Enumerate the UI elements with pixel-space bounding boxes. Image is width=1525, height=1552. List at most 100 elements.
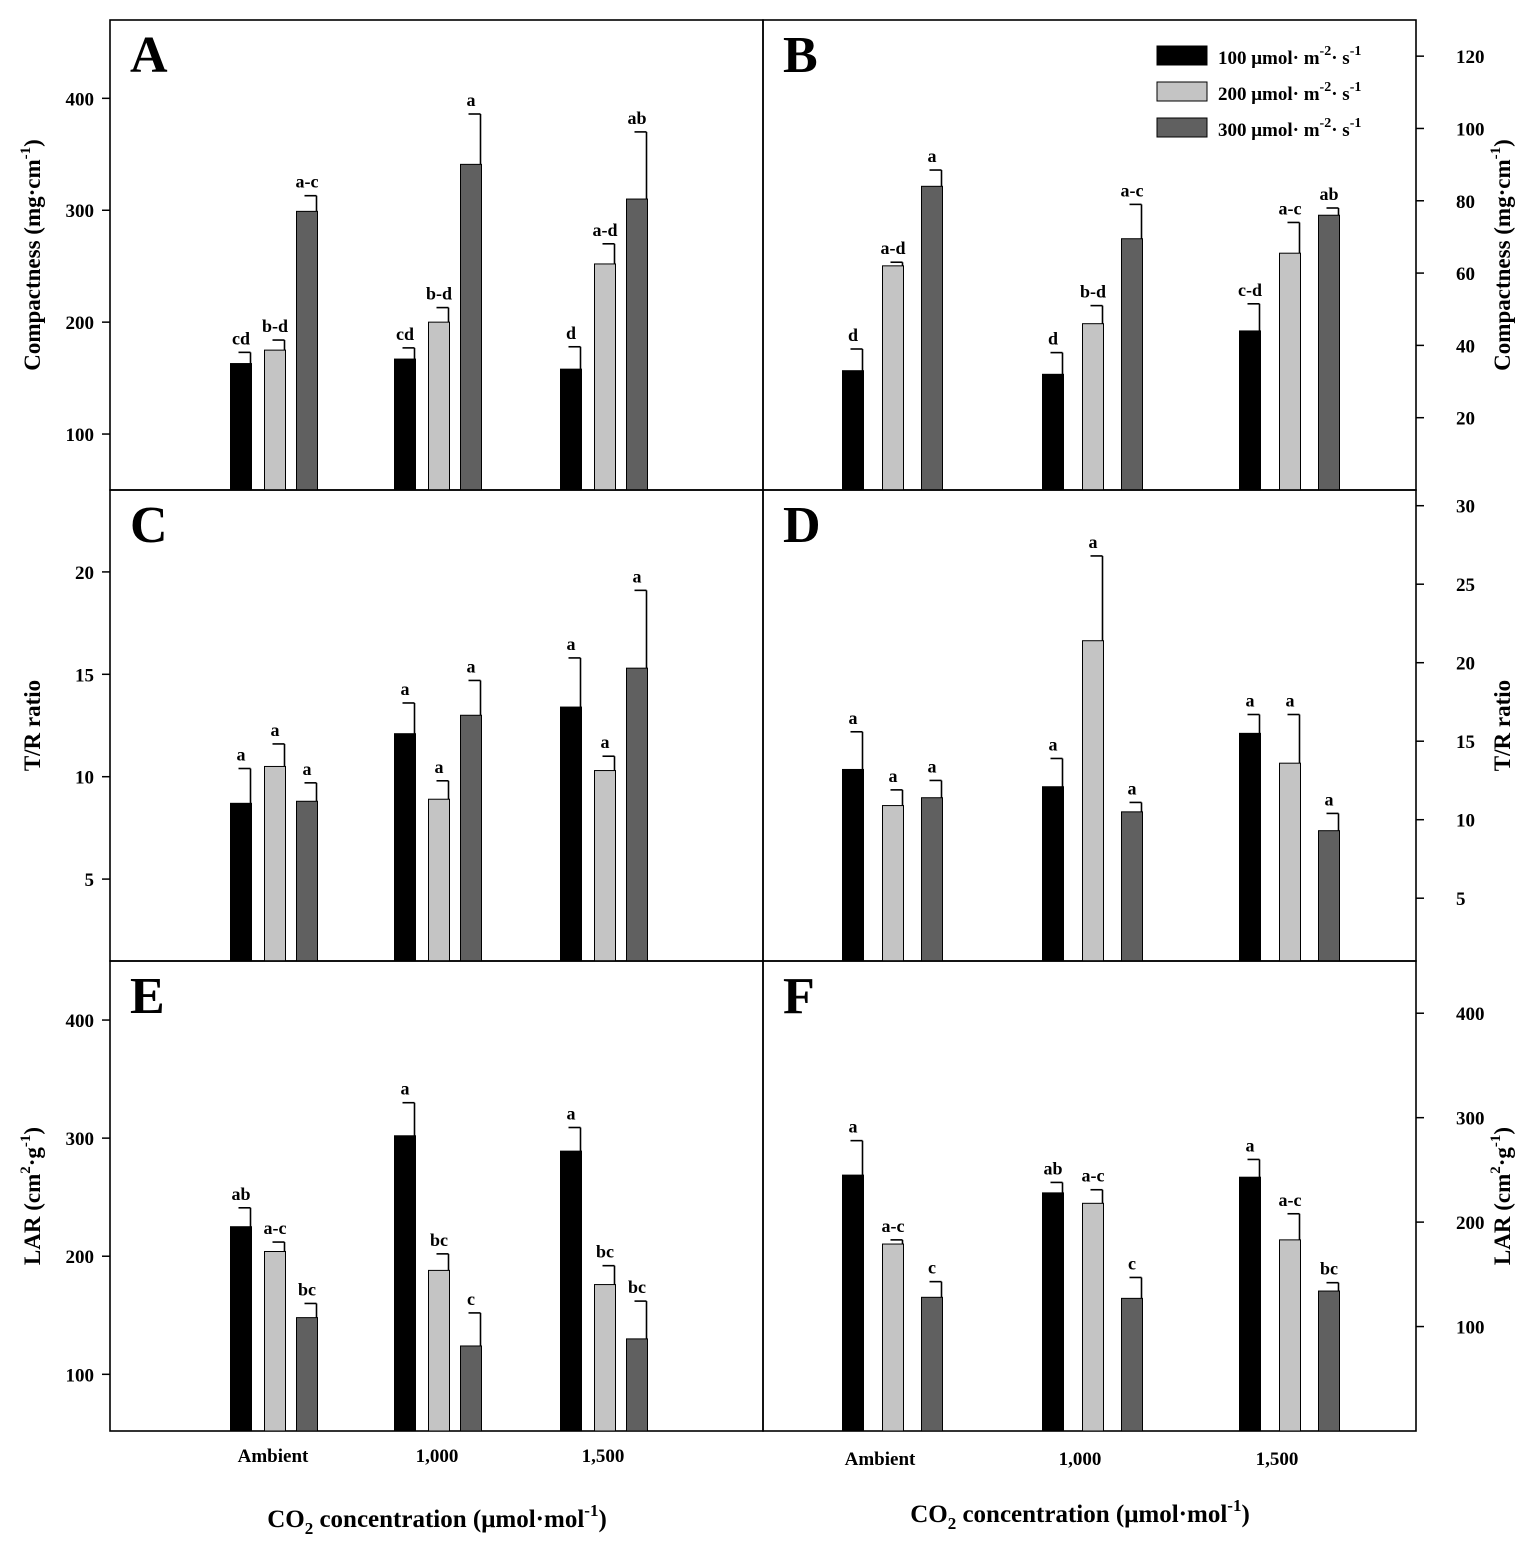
y-tick-label: 200	[1456, 1213, 1485, 1234]
bar	[1042, 786, 1064, 962]
bar	[842, 1174, 864, 1432]
significance-label: a	[633, 566, 642, 586]
bar	[394, 358, 416, 491]
x-axis-label-sub: 2	[948, 1514, 957, 1533]
y-axis-label-sup2: -1	[1488, 1135, 1504, 1148]
bar	[921, 185, 943, 491]
y-axis-label: T/R ratio	[1490, 680, 1515, 771]
legend-swatch	[1156, 117, 1208, 138]
y-tick-label: 400	[1456, 1004, 1485, 1025]
y-axis-label: LAR (cm2·g-1)	[18, 1127, 45, 1265]
legend-label-mid: · s	[1331, 48, 1349, 69]
significance-label: a	[1089, 532, 1098, 552]
y-axis-label-end: )	[1490, 139, 1515, 147]
y-axis-label-sup: -1	[1488, 147, 1504, 160]
significance-label: a	[467, 90, 476, 110]
panel-letter: B	[783, 27, 818, 84]
significance-label: d	[566, 323, 576, 343]
panel-letter: C	[130, 497, 168, 554]
bar	[921, 797, 943, 962]
legend-swatch	[1156, 81, 1208, 102]
bar	[882, 805, 904, 962]
legend-label-sup2: -1	[1350, 44, 1362, 59]
bar	[626, 198, 648, 491]
y-tick-label: 400	[66, 89, 95, 110]
bar	[1318, 1290, 1340, 1432]
panel-letter: F	[783, 968, 815, 1025]
significance-label: b-d	[426, 284, 452, 304]
bar	[842, 768, 864, 962]
y-tick-label: 100	[1456, 119, 1485, 140]
bar	[1121, 238, 1143, 491]
y-tick-label: 10	[75, 768, 94, 789]
legend-label-mid: · s	[1331, 84, 1349, 105]
significance-label: c	[1128, 1253, 1136, 1273]
panel-letter: A	[130, 27, 168, 84]
y-axis-label-main: LAR (cm	[20, 1174, 45, 1265]
y-axis-label-main: Compactness (mg·cm	[1490, 159, 1515, 370]
significance-label: a	[303, 759, 312, 779]
bar	[882, 265, 904, 491]
significance-label: a	[567, 1104, 576, 1124]
bar	[460, 1345, 482, 1432]
legend-label-sup: -2	[1320, 116, 1332, 131]
y-tick-label: 60	[1456, 264, 1475, 285]
bar	[1121, 811, 1143, 962]
bar	[1239, 330, 1261, 491]
y-tick-label: 100	[66, 1365, 95, 1386]
bar	[594, 770, 616, 962]
legend-label-sup2: -1	[1350, 80, 1362, 95]
bar	[1279, 762, 1301, 962]
significance-label: a	[401, 1079, 410, 1099]
bar	[560, 706, 582, 962]
significance-label: bc	[430, 1230, 448, 1250]
panel-letter: D	[783, 497, 821, 554]
x-axis-label: CO2 concentration (μmol·mol-1)	[267, 1501, 607, 1538]
legend-label-sup2: -1	[1350, 116, 1362, 131]
y-axis-label-end: )	[20, 139, 45, 147]
y-tick-label: 5	[1456, 889, 1466, 910]
significance-label: ab	[1043, 1158, 1062, 1178]
y-axis-label-mid: ·g	[20, 1147, 45, 1167]
bar	[264, 1251, 286, 1432]
y-tick-label: 15	[75, 665, 94, 686]
bar	[1082, 640, 1104, 962]
bar	[560, 1150, 582, 1432]
bar	[296, 210, 318, 491]
significance-label: bc	[298, 1279, 316, 1299]
bar	[1318, 830, 1340, 962]
bar	[460, 163, 482, 491]
legend-label-sup: -2	[1320, 44, 1332, 59]
x-axis-label-main: CO	[910, 1501, 948, 1528]
x-axis-label-end: )	[1241, 1501, 1249, 1528]
significance-label: a-c	[1082, 1166, 1105, 1186]
significance-label: ab	[627, 108, 646, 128]
significance-label: a	[601, 732, 610, 752]
panel-d: D 5 10 15 20 25 30 T/R ratio a a a a a a a a a	[762, 489, 1515, 962]
significance-label: a	[271, 720, 280, 740]
significance-label: a-d	[592, 220, 617, 240]
x-axis-label-sup: -1	[1227, 1496, 1241, 1515]
significance-label: a-c	[882, 1216, 905, 1236]
significance-label: a	[1049, 734, 1058, 754]
x-category-label: 1,500	[1256, 1449, 1299, 1470]
bar	[1239, 732, 1261, 962]
y-axis-label: Compactness (mg·cm-1)	[1488, 139, 1515, 371]
legend-swatch	[1156, 45, 1208, 66]
y-tick-label: 25	[1456, 575, 1475, 596]
y-axis-label-mid: ·g	[1490, 1147, 1515, 1167]
significance-label: a-c	[264, 1218, 287, 1238]
significance-label: c	[467, 1289, 475, 1309]
significance-label: a	[889, 766, 898, 786]
y-tick-label: 300	[66, 1129, 95, 1150]
significance-label: a	[401, 679, 410, 699]
bar	[1318, 214, 1340, 491]
x-axis-label-main: CO	[267, 1506, 305, 1533]
bar	[394, 733, 416, 962]
x-axis-label: CO2 concentration (μmol·mol-1)	[910, 1496, 1250, 1533]
panel-a: A 100 200 300 400 Compactness (mg·cm-1) cd cd d b…	[18, 19, 764, 491]
significance-label: bc	[596, 1242, 614, 1262]
bar	[1042, 373, 1064, 491]
bar	[428, 321, 450, 491]
